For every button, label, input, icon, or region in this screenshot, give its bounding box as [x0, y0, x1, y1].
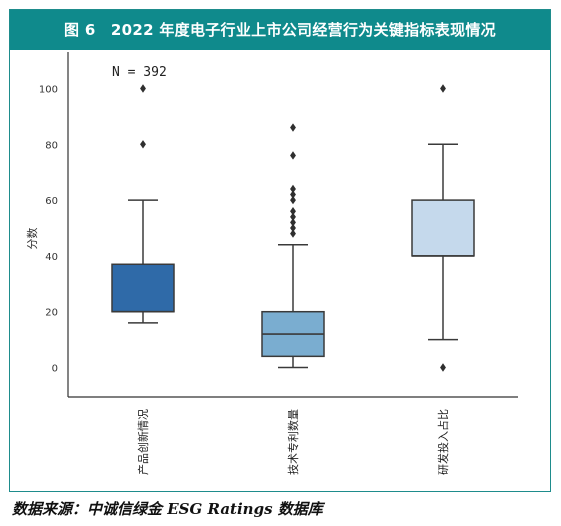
outlier-point [290, 190, 296, 199]
outlier-point [140, 84, 146, 93]
outlier-point [290, 207, 296, 216]
outlier-point [290, 223, 296, 233]
y-tick-label: 0 [52, 364, 58, 375]
box-iqr [411, 199, 475, 257]
outlier-point [290, 151, 296, 160]
y-tick-label: 80 [45, 140, 58, 151]
outlier-point [440, 363, 446, 372]
outlier-point [140, 140, 146, 149]
box-iqr [111, 263, 175, 313]
y-tick-label: 60 [45, 196, 58, 207]
outlier-point [290, 123, 296, 132]
outlier-point [440, 84, 446, 93]
x-tick-label: 技术专利数量 [286, 409, 300, 475]
outlier-point [290, 184, 296, 194]
y-tick-label: 100 [39, 85, 58, 96]
outlier-point [290, 229, 296, 238]
outlier-point [290, 195, 296, 205]
figure-header: 图 6 2022 年度电子行业上市公司经营行为关键指标表现情况 [10, 10, 550, 50]
sample-size-annotation: N = 392 [112, 65, 167, 80]
outlier-point [290, 218, 296, 227]
y-tick-label: 20 [45, 308, 58, 319]
data-source-note: 数据来源：中诚信绿金 ESG Ratings 数据库 [12, 500, 323, 518]
figure-title: 图 6 2022 年度电子行业上市公司经营行为关键指标表现情况 [64, 21, 496, 39]
y-axis-label: 分数 [26, 228, 39, 250]
outlier-point [290, 212, 296, 222]
x-tick-label: 研发投入占比 [436, 409, 450, 475]
y-tick-label: 40 [45, 252, 58, 263]
x-tick-label: 产品创新情况 [136, 409, 150, 475]
